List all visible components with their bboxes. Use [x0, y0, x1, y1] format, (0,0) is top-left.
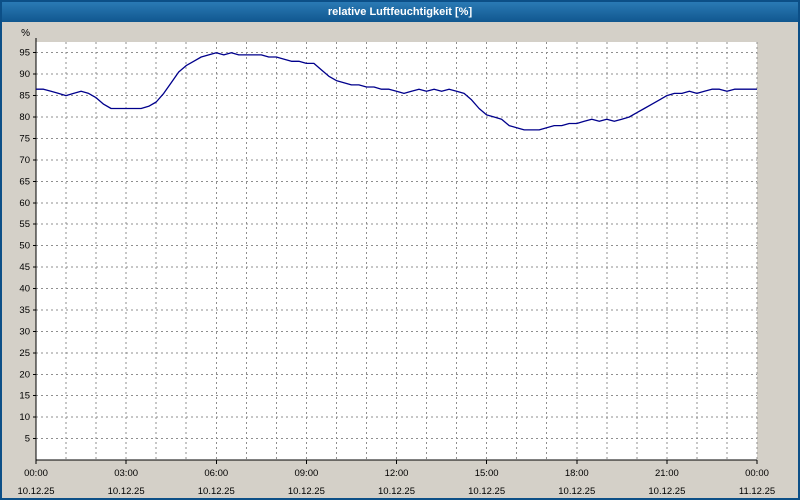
axes: [33, 38, 758, 464]
svg-text:50: 50: [19, 241, 30, 252]
svg-text:95: 95: [19, 48, 30, 59]
svg-text:10.12.25: 10.12.25: [558, 486, 595, 497]
svg-text:10.12.25: 10.12.25: [378, 486, 415, 497]
svg-text:60: 60: [19, 198, 30, 209]
x-tick-labels: 00:00 03:00 06:00 09:00 12:00 15:00 18:00 21:00…: [24, 468, 769, 479]
svg-text:65: 65: [19, 176, 30, 187]
y-tick-labels: 5 10 15 20 25 30 35 40 45 50 55 60 65 70 75 80 85 90 95: [19, 48, 30, 445]
svg-text:40: 40: [19, 284, 30, 295]
svg-text:35: 35: [19, 305, 30, 316]
svg-text:45: 45: [19, 262, 30, 273]
svg-text:70: 70: [19, 155, 30, 166]
svg-text:09:00: 09:00: [294, 468, 318, 479]
x-date-labels: 10.12.25 10.12.25 10.12.25 10.12.25 10.12.25…: [18, 486, 776, 497]
svg-text:11.12.25: 11.12.25: [739, 486, 775, 497]
svg-text:18:00: 18:00: [565, 468, 589, 479]
svg-text:10.12.25: 10.12.25: [198, 486, 235, 497]
svg-text:5: 5: [25, 434, 30, 445]
y-axis-unit-label: %: [21, 28, 30, 39]
svg-text:15:00: 15:00: [475, 468, 499, 479]
svg-text:03:00: 03:00: [114, 468, 138, 479]
svg-text:15: 15: [19, 391, 30, 402]
plot-background: [36, 42, 757, 460]
svg-text:00:00: 00:00: [745, 468, 769, 479]
svg-text:90: 90: [19, 69, 30, 80]
chart-title: relative Luftfeuchtigkeit [%]: [327, 6, 473, 18]
svg-text:06:00: 06:00: [204, 468, 228, 479]
humidity-series-line: [36, 52, 757, 131]
svg-text:20: 20: [19, 369, 30, 380]
svg-text:00:00: 00:00: [24, 468, 48, 479]
svg-text:10.12.25: 10.12.25: [648, 486, 685, 497]
svg-text:10.12.25: 10.12.25: [18, 486, 55, 497]
svg-text:30: 30: [19, 326, 30, 337]
humidity-line-chart: 5 10 15 20 25 30 35 40 45 50 55 60 65 70 75 80 85 90 95% 00…: [18, 28, 776, 497]
chart-area: 5 10 15 20 25 30 35 40 45 50 55 60 65 70 75 80 85 90 95% 00…: [2, 22, 798, 498]
svg-text:21:00: 21:00: [655, 468, 679, 479]
svg-text:85: 85: [19, 91, 30, 102]
svg-text:75: 75: [19, 133, 30, 144]
svg-text:80: 80: [19, 112, 30, 123]
svg-text:10.12.25: 10.12.25: [468, 486, 505, 497]
svg-text:10.12.25: 10.12.25: [108, 486, 145, 497]
svg-text:10.12.25: 10.12.25: [288, 486, 325, 497]
chart-title-bar: relative Luftfeuchtigkeit [%]: [2, 2, 798, 22]
svg-text:12:00: 12:00: [385, 468, 409, 479]
grid-lines: [36, 42, 758, 460]
svg-text:10: 10: [19, 412, 30, 423]
svg-text:25: 25: [19, 348, 30, 359]
svg-text:55: 55: [19, 219, 30, 230]
